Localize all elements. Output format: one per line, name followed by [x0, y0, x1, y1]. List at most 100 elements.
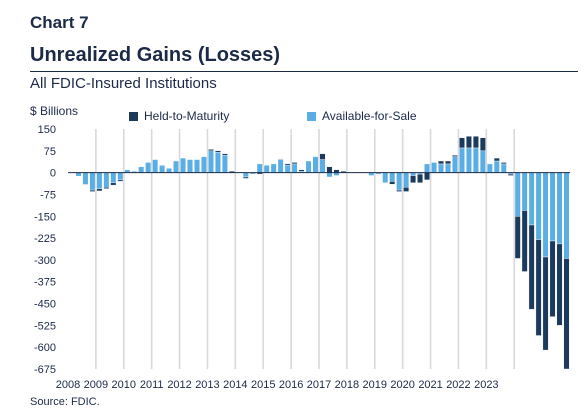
bar-htm — [82, 184, 89, 186]
legend-item-afs: Available-for-Sale — [307, 109, 417, 123]
y-tick-label: -375 — [34, 277, 56, 289]
x-tick-label: 2018 — [335, 379, 359, 391]
bar-htm — [89, 189, 96, 192]
bar-htm — [507, 173, 514, 176]
bar-afs — [472, 147, 479, 173]
y-tick-label: -225 — [34, 233, 56, 245]
bar-afs — [479, 150, 486, 173]
bar-afs — [96, 172, 103, 189]
bar-afs — [431, 162, 437, 173]
y-axis-label: $ Billions — [30, 104, 79, 118]
bar-afs — [82, 172, 89, 185]
legend-swatch-htm — [129, 111, 138, 121]
bar-afs — [528, 172, 535, 226]
bar-afs — [396, 172, 403, 191]
bar-htm — [208, 149, 214, 152]
bar-htm — [110, 182, 117, 186]
bar-afs — [319, 159, 326, 173]
bar-htm — [479, 137, 486, 152]
bar-afs — [89, 172, 96, 191]
bar-afs — [214, 152, 221, 173]
x-tick-label: 2008 — [56, 379, 80, 391]
x-tick-label: 2012 — [167, 379, 191, 391]
bar-htm — [521, 210, 528, 272]
y-tick-label: 150 — [38, 124, 56, 136]
x-tick-label: 2011 — [140, 379, 164, 391]
bar-htm — [117, 179, 124, 182]
bar-afs — [138, 166, 145, 173]
bar-htm — [445, 160, 451, 165]
y-tick-label: -300 — [34, 255, 56, 267]
bar-htm — [284, 163, 291, 166]
bar-afs — [521, 172, 528, 211]
legend-label-afs: Available-for-Sale — [322, 109, 417, 123]
bar-afs — [438, 163, 444, 173]
bar-htm — [549, 240, 556, 317]
bar-htm — [103, 186, 110, 189]
bar-htm — [221, 153, 228, 156]
bar-htm — [438, 160, 444, 165]
bar-afs — [270, 163, 277, 173]
bar-afs — [403, 172, 410, 188]
x-tick-label: 2019 — [363, 379, 387, 391]
bar-htm — [291, 162, 298, 165]
bar-afs — [284, 165, 291, 173]
bar-htm — [556, 243, 563, 326]
bar-htm — [277, 158, 284, 160]
bar-afs — [465, 147, 472, 173]
bar-htm — [96, 188, 103, 192]
x-tick-label: 2020 — [390, 379, 414, 391]
bar-afs — [535, 172, 542, 240]
y-tick-label: 75 — [44, 146, 56, 158]
bar-htm — [417, 173, 424, 184]
bar-afs — [159, 165, 166, 173]
bar-afs — [180, 157, 186, 173]
bar-afs — [514, 172, 521, 217]
bar-htm — [514, 216, 521, 259]
bar-afs — [103, 172, 110, 188]
bar-htm — [389, 181, 396, 185]
bar-afs — [152, 159, 159, 173]
bar-htm — [452, 154, 458, 157]
bar-htm — [298, 169, 305, 172]
bar-afs — [493, 160, 500, 173]
bar-afs — [242, 172, 249, 178]
bar-htm — [424, 172, 430, 181]
y-tick-label: -675 — [34, 364, 56, 376]
bar-afs — [305, 160, 312, 173]
bar-afs — [389, 172, 396, 182]
bar-afs — [110, 172, 117, 184]
bar-htm — [493, 157, 500, 162]
chart-title: Unrealized Gains (Losses) — [30, 44, 281, 66]
x-tick-label: 2010 — [112, 379, 136, 391]
bar-afs — [187, 159, 193, 173]
bar-afs — [452, 156, 458, 173]
bar-afs — [145, 162, 152, 173]
bar-afs — [277, 159, 284, 173]
bar-afs — [382, 172, 389, 184]
bar-afs — [556, 172, 563, 245]
chart-subtitle: All FDIC-Insured Institutions — [30, 75, 217, 92]
bar-afs — [166, 168, 173, 173]
x-tick-label: 2015 — [251, 379, 275, 391]
y-tick-label: -450 — [34, 299, 56, 311]
x-tick-label: 2022 — [446, 379, 470, 391]
title-divider — [30, 71, 578, 72]
bar-htm — [396, 189, 403, 192]
bar-afs — [256, 163, 263, 173]
bar-afs — [291, 163, 298, 173]
bar-htm — [410, 175, 417, 184]
bar-htm — [319, 153, 326, 160]
bar-afs — [459, 147, 465, 173]
y-tick-label: -525 — [34, 320, 56, 332]
legend-item-htm: Held-to-Maturity — [129, 109, 229, 123]
bar-afs — [312, 156, 319, 173]
bar-htm — [242, 176, 249, 179]
bar-htm — [214, 150, 221, 153]
x-tick-label: 2021 — [418, 379, 442, 391]
chart-number: Chart 7 — [30, 13, 89, 32]
bar-afs — [221, 154, 228, 173]
y-tick-label: -75 — [40, 189, 56, 201]
x-tick-label: 2017 — [307, 379, 331, 391]
bar-htm — [528, 224, 535, 310]
